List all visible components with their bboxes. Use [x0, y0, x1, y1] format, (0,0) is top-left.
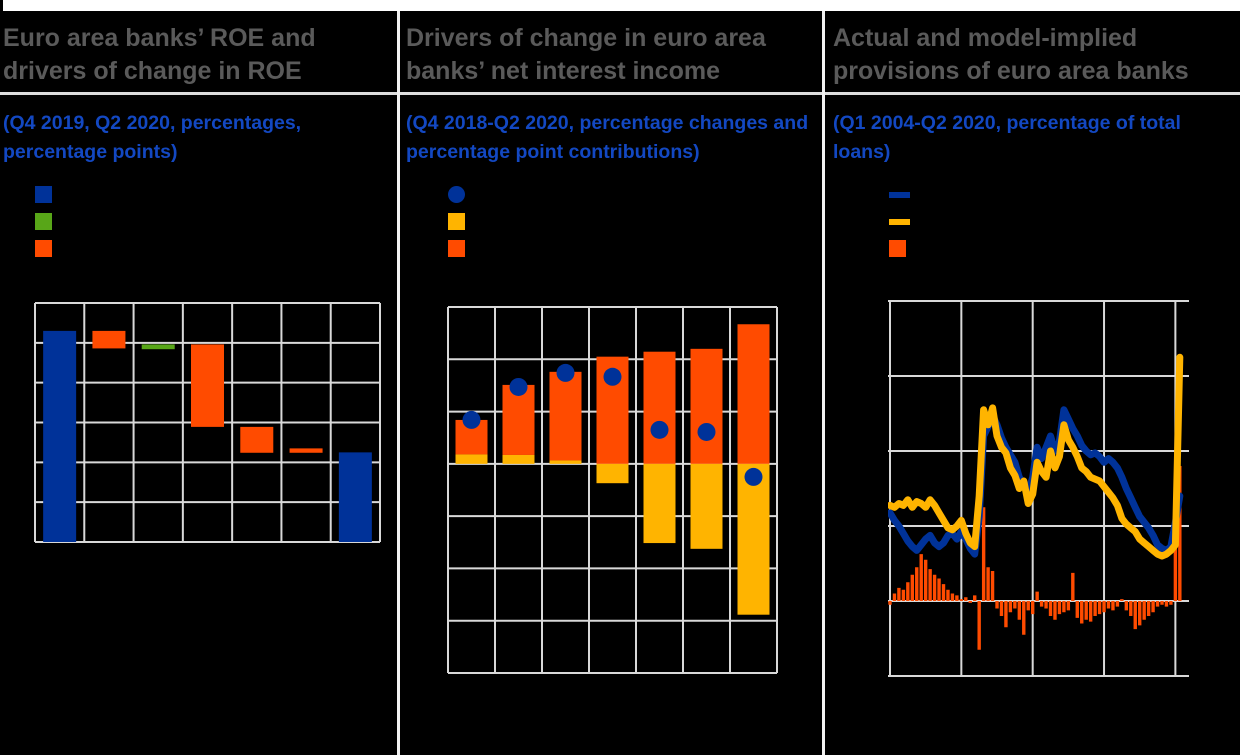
- legend-item: [448, 213, 465, 230]
- roe-waterfall-chart: [34, 302, 381, 543]
- green-square-swatch: [35, 213, 52, 230]
- panel-divider-1: [397, 11, 400, 755]
- legend-item: [35, 240, 52, 257]
- panel-provisions-title: Actual and model-implied provisions of e…: [833, 24, 1189, 85]
- provisions-chart: [888, 300, 1189, 677]
- panel-roe-subtitle: (Q4 2019, Q2 2020, percentages, percenta…: [3, 112, 302, 163]
- panel-divider-2: [822, 11, 825, 755]
- legend-item: [448, 240, 465, 257]
- yellow-line-swatch: [889, 218, 910, 225]
- blue-square-swatch: [35, 186, 52, 203]
- panel-provisions-subtitle: (Q1 2004-Q2 2020, percentage of total lo…: [833, 112, 1181, 163]
- panel-roe-title: Euro area banks’ ROE and drivers of chan…: [3, 24, 316, 85]
- legend-item: [35, 186, 52, 203]
- panel-nii-subtitle: (Q4 2018-Q2 2020, percentage changes and…: [406, 112, 809, 163]
- panel-roe-legend: [35, 186, 52, 267]
- orange-square-swatch: [35, 240, 52, 257]
- legend-item: [35, 213, 52, 230]
- legend-item: [889, 186, 910, 203]
- blue-dot-swatch: [448, 186, 465, 203]
- title-underline: [0, 92, 1240, 95]
- legend-item: [889, 213, 910, 230]
- panel-provisions-legend: [889, 186, 910, 267]
- top-margin-strip: [3, 0, 1240, 11]
- panel-nii-legend: [448, 186, 465, 267]
- blue-line-swatch: [889, 191, 910, 198]
- panel-nii-title: Drivers of change in euro area banks’ ne…: [406, 24, 766, 85]
- orange-square-swatch: [448, 240, 465, 257]
- orange-square-swatch: [889, 240, 906, 257]
- nii-drivers-chart: [447, 306, 778, 674]
- yellow-square-swatch: [448, 213, 465, 230]
- legend-item: [448, 186, 465, 203]
- legend-item: [889, 240, 910, 257]
